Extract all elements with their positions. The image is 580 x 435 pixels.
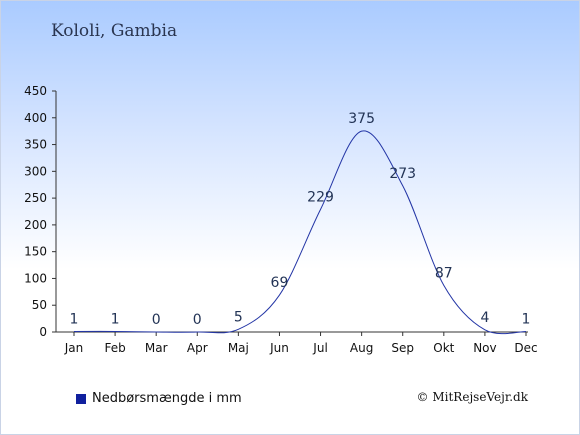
data-labels: 1 1 0 0 5 69 229 375 273 87 4 1 <box>70 111 531 328</box>
x-axis-ticks: Jan Feb Mar Apr Maj Jun Jul Aug Sep Okt Nov Dec <box>64 332 538 355</box>
data-label: 69 <box>271 275 289 291</box>
y-tick-label: 150 <box>24 245 47 259</box>
data-label: 1 <box>111 311 120 327</box>
data-label: 0 <box>193 312 202 328</box>
data-label: 4 <box>480 310 489 326</box>
y-tick-label: 50 <box>32 298 47 312</box>
data-label: 1 <box>522 311 531 327</box>
series-line <box>73 130 527 335</box>
x-tick-label: Dec <box>514 341 537 355</box>
y-tick-label: 350 <box>24 138 47 152</box>
x-tick-label: Sep <box>391 341 414 355</box>
data-label: 1 <box>70 311 79 327</box>
data-label: 0 <box>152 312 161 328</box>
chart-title: Kololi, Gambia <box>51 21 178 41</box>
copyright: © MitRejseVejr.dk <box>416 390 528 404</box>
x-tick-label: Jul <box>312 341 327 355</box>
x-tick-label: Mar <box>145 341 168 355</box>
data-label: 375 <box>348 111 375 127</box>
axes <box>55 91 528 333</box>
legend: Nedbørsmængde i mm <box>76 391 242 406</box>
y-tick-label: 0 <box>39 325 47 339</box>
data-label: 87 <box>435 265 453 281</box>
x-tick-label: Feb <box>104 341 125 355</box>
x-tick-label: Nov <box>473 341 496 355</box>
x-tick-label: Maj <box>228 341 249 355</box>
y-tick-label: 450 <box>24 84 47 98</box>
x-tick-label: Okt <box>433 341 454 355</box>
y-tick-label: 300 <box>24 164 47 178</box>
y-tick-label: 200 <box>24 218 47 232</box>
legend-swatch <box>76 393 86 404</box>
x-tick-label: Aug <box>350 341 373 355</box>
y-tick-label: 100 <box>24 271 47 285</box>
data-label: 5 <box>234 309 243 325</box>
y-axis-ticks: 0 50 100 150 200 250 300 350 400 450 <box>24 84 56 339</box>
data-label: 273 <box>389 166 416 182</box>
data-label: 229 <box>307 189 334 205</box>
x-tick-label: Jan <box>64 341 84 355</box>
x-tick-label: Jun <box>269 341 289 355</box>
legend-label: Nedbørsmængde i mm <box>92 391 242 406</box>
y-tick-label: 400 <box>24 111 47 125</box>
x-tick-label: Apr <box>187 341 208 355</box>
y-tick-label: 250 <box>24 191 47 205</box>
